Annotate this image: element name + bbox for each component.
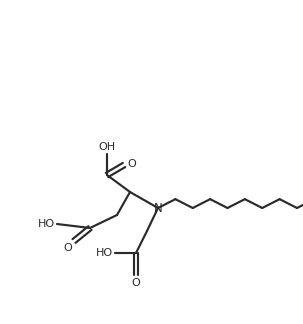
Text: OH: OH xyxy=(98,142,115,152)
Text: O: O xyxy=(63,243,72,253)
Text: N: N xyxy=(154,202,162,214)
Text: HO: HO xyxy=(38,219,55,229)
Text: O: O xyxy=(132,278,140,288)
Text: O: O xyxy=(127,159,136,169)
Text: HO: HO xyxy=(96,248,113,258)
